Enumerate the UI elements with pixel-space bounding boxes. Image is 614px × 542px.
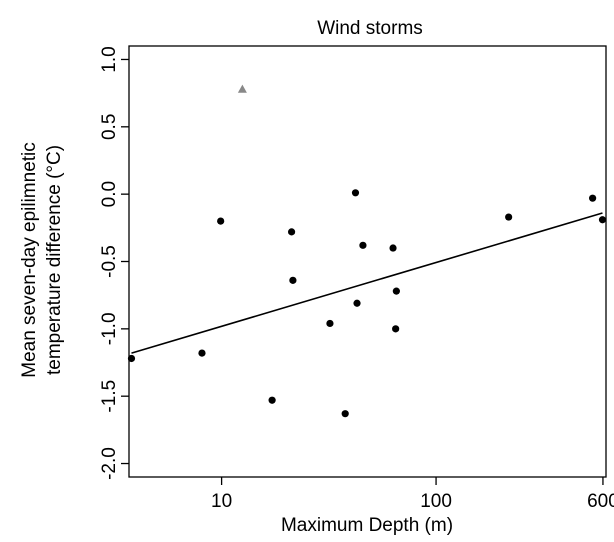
data-point [127, 354, 136, 363]
x-tick-label: 10 [211, 491, 232, 512]
data-point [287, 228, 296, 236]
data-point [198, 349, 206, 357]
y-tick-label: -1.0 [99, 312, 120, 345]
y-tick-label: 1.0 [99, 46, 120, 72]
data-point [392, 287, 400, 295]
plot-frame [128, 45, 607, 478]
x-axis-label: Maximum Depth (m) [281, 515, 453, 536]
y-tick-label: -2.0 [99, 447, 120, 480]
data-point [589, 194, 597, 202]
data-points [127, 84, 607, 418]
y-axis-label-line-2: temperature difference (°C) [44, 145, 65, 375]
chart-title: Wind storms [317, 18, 423, 39]
y-axis-label-line-1: Mean seven-day epilimnetic [19, 142, 40, 378]
y-axis: -2.0 -1.5 -1.0 -0.5 0.0 0.5 1.0 [99, 46, 129, 480]
x-tick-label: 100 [420, 491, 452, 512]
data-point [268, 396, 276, 404]
data-point [505, 213, 513, 221]
data-point [326, 319, 334, 328]
y-tick-label: 0.0 [99, 181, 120, 207]
data-point [389, 244, 397, 252]
data-point [359, 241, 367, 249]
y-tick-label: 0.5 [99, 114, 120, 140]
outlier-point [237, 84, 247, 93]
y-tick-label: -0.5 [99, 245, 120, 278]
x-tick-label: 600 [587, 491, 614, 512]
data-point [353, 299, 361, 307]
y-tick-label: -1.5 [99, 380, 120, 413]
x-axis: 10 100 600 [211, 477, 614, 512]
data-point [341, 410, 349, 418]
data-point [289, 276, 297, 284]
data-point [598, 216, 607, 224]
data-point [351, 189, 360, 197]
data-point [392, 325, 400, 333]
data-point [217, 217, 225, 225]
fit-line [131, 212, 603, 354]
